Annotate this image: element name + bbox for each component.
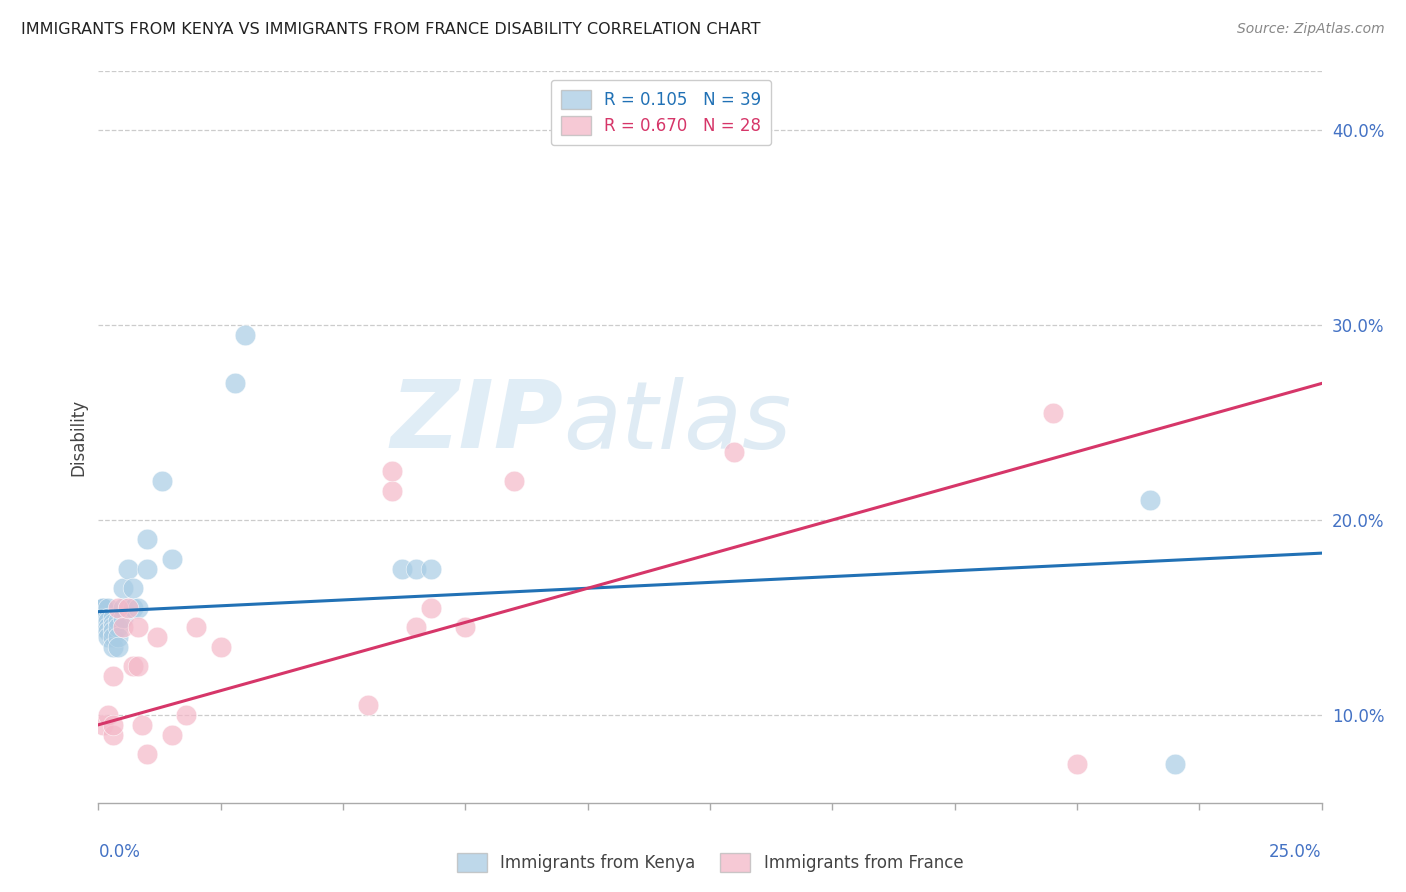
Point — [111, 581, 134, 595]
Point — [209, 640, 232, 654]
Point — [101, 727, 124, 741]
Point — [127, 600, 149, 615]
Point — [121, 600, 143, 615]
Point — [356, 698, 378, 713]
Point — [101, 630, 124, 644]
Point — [186, 620, 208, 634]
Point — [91, 600, 114, 615]
Point — [91, 610, 114, 624]
Point — [420, 562, 443, 576]
Text: ZIP: ZIP — [391, 376, 564, 468]
Point — [176, 708, 198, 723]
Point — [107, 615, 129, 629]
Point — [131, 718, 153, 732]
Point — [381, 483, 404, 498]
Point — [97, 620, 120, 634]
Point — [136, 562, 159, 576]
Point — [97, 600, 120, 615]
Point — [1042, 406, 1064, 420]
Point — [91, 620, 114, 634]
Point — [117, 562, 139, 576]
Point — [1164, 756, 1187, 771]
Point — [420, 600, 443, 615]
Point — [233, 327, 256, 342]
Point — [150, 474, 173, 488]
Point — [1066, 756, 1088, 771]
Text: atlas: atlas — [564, 377, 792, 468]
Point — [91, 600, 114, 615]
Point — [1139, 493, 1161, 508]
Point — [97, 708, 120, 723]
Point — [146, 630, 169, 644]
Point — [723, 444, 745, 458]
Point — [101, 669, 124, 683]
Point — [160, 552, 183, 566]
Point — [405, 562, 427, 576]
Point — [381, 464, 404, 478]
Point — [101, 718, 124, 732]
Point — [224, 376, 246, 391]
Point — [127, 659, 149, 673]
Point — [101, 640, 124, 654]
Point — [391, 562, 413, 576]
Point — [101, 616, 124, 631]
Point — [405, 620, 427, 634]
Legend: Immigrants from Kenya, Immigrants from France: Immigrants from Kenya, Immigrants from F… — [450, 846, 970, 879]
Point — [160, 727, 183, 741]
Point — [91, 718, 114, 732]
Point — [107, 640, 129, 654]
Point — [107, 600, 129, 615]
Text: Source: ZipAtlas.com: Source: ZipAtlas.com — [1237, 22, 1385, 37]
Point — [97, 610, 120, 624]
Point — [117, 600, 139, 615]
Point — [454, 620, 477, 634]
Text: 0.0%: 0.0% — [98, 843, 141, 861]
Point — [111, 620, 134, 634]
Point — [107, 620, 129, 634]
Point — [101, 610, 124, 624]
Point — [97, 624, 120, 639]
Point — [101, 624, 124, 639]
Point — [111, 600, 134, 615]
Point — [97, 630, 120, 644]
Point — [91, 600, 114, 615]
Point — [121, 581, 143, 595]
Point — [107, 630, 129, 644]
Text: 25.0%: 25.0% — [1270, 843, 1322, 861]
Point — [136, 533, 159, 547]
Point — [101, 620, 124, 634]
Point — [111, 610, 134, 624]
Point — [121, 659, 143, 673]
Point — [136, 747, 159, 761]
Point — [97, 615, 120, 629]
Point — [503, 474, 526, 488]
Text: IMMIGRANTS FROM KENYA VS IMMIGRANTS FROM FRANCE DISABILITY CORRELATION CHART: IMMIGRANTS FROM KENYA VS IMMIGRANTS FROM… — [21, 22, 761, 37]
Y-axis label: Disability: Disability — [69, 399, 87, 475]
Point — [127, 620, 149, 634]
